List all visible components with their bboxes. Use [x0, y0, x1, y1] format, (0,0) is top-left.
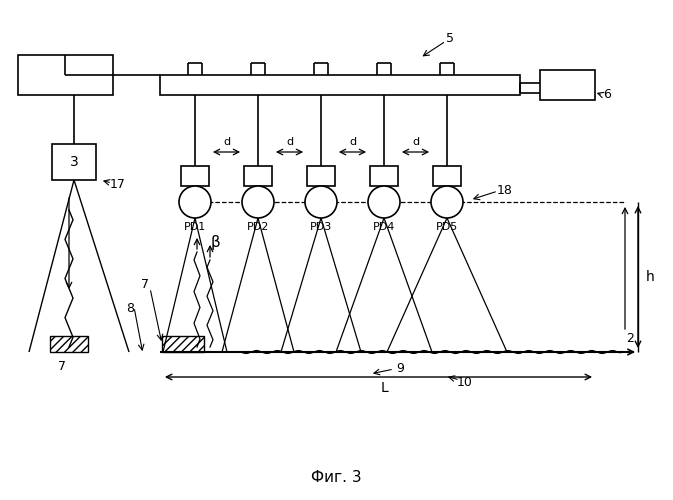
Text: PD4: PD4 — [373, 222, 395, 232]
Circle shape — [242, 186, 274, 218]
Bar — [307, 166, 335, 186]
Bar — [52, 144, 96, 180]
Text: 5: 5 — [446, 32, 454, 44]
Text: 8: 8 — [126, 302, 134, 314]
Bar — [160, 75, 520, 95]
Text: h: h — [645, 270, 654, 284]
Text: PD3: PD3 — [310, 222, 332, 232]
Text: d: d — [349, 137, 356, 147]
Circle shape — [305, 186, 337, 218]
Bar — [162, 336, 204, 352]
Text: β: β — [210, 234, 220, 250]
Text: 17: 17 — [110, 178, 126, 190]
Circle shape — [431, 186, 463, 218]
Bar — [370, 166, 398, 186]
Text: d: d — [412, 137, 419, 147]
Text: L: L — [381, 381, 389, 395]
Text: 6: 6 — [603, 88, 611, 102]
Text: 3: 3 — [69, 155, 78, 169]
Circle shape — [179, 186, 211, 218]
Text: d: d — [223, 137, 230, 147]
Text: d: d — [286, 137, 293, 147]
Circle shape — [368, 186, 400, 218]
Text: 2: 2 — [626, 332, 634, 345]
Bar — [18, 55, 113, 95]
Text: 18: 18 — [497, 184, 513, 196]
Text: 9: 9 — [396, 362, 404, 374]
Bar — [540, 70, 595, 100]
Text: PD1: PD1 — [184, 222, 206, 232]
Text: 7: 7 — [141, 278, 149, 291]
Text: 10: 10 — [457, 376, 473, 388]
Bar — [181, 166, 209, 186]
Text: 7: 7 — [58, 360, 66, 372]
Bar — [50, 336, 88, 352]
Text: PD5: PD5 — [436, 222, 458, 232]
Bar — [244, 166, 272, 186]
Text: Фиг. 3: Фиг. 3 — [311, 470, 361, 486]
Bar — [433, 166, 461, 186]
Text: PD2: PD2 — [247, 222, 269, 232]
